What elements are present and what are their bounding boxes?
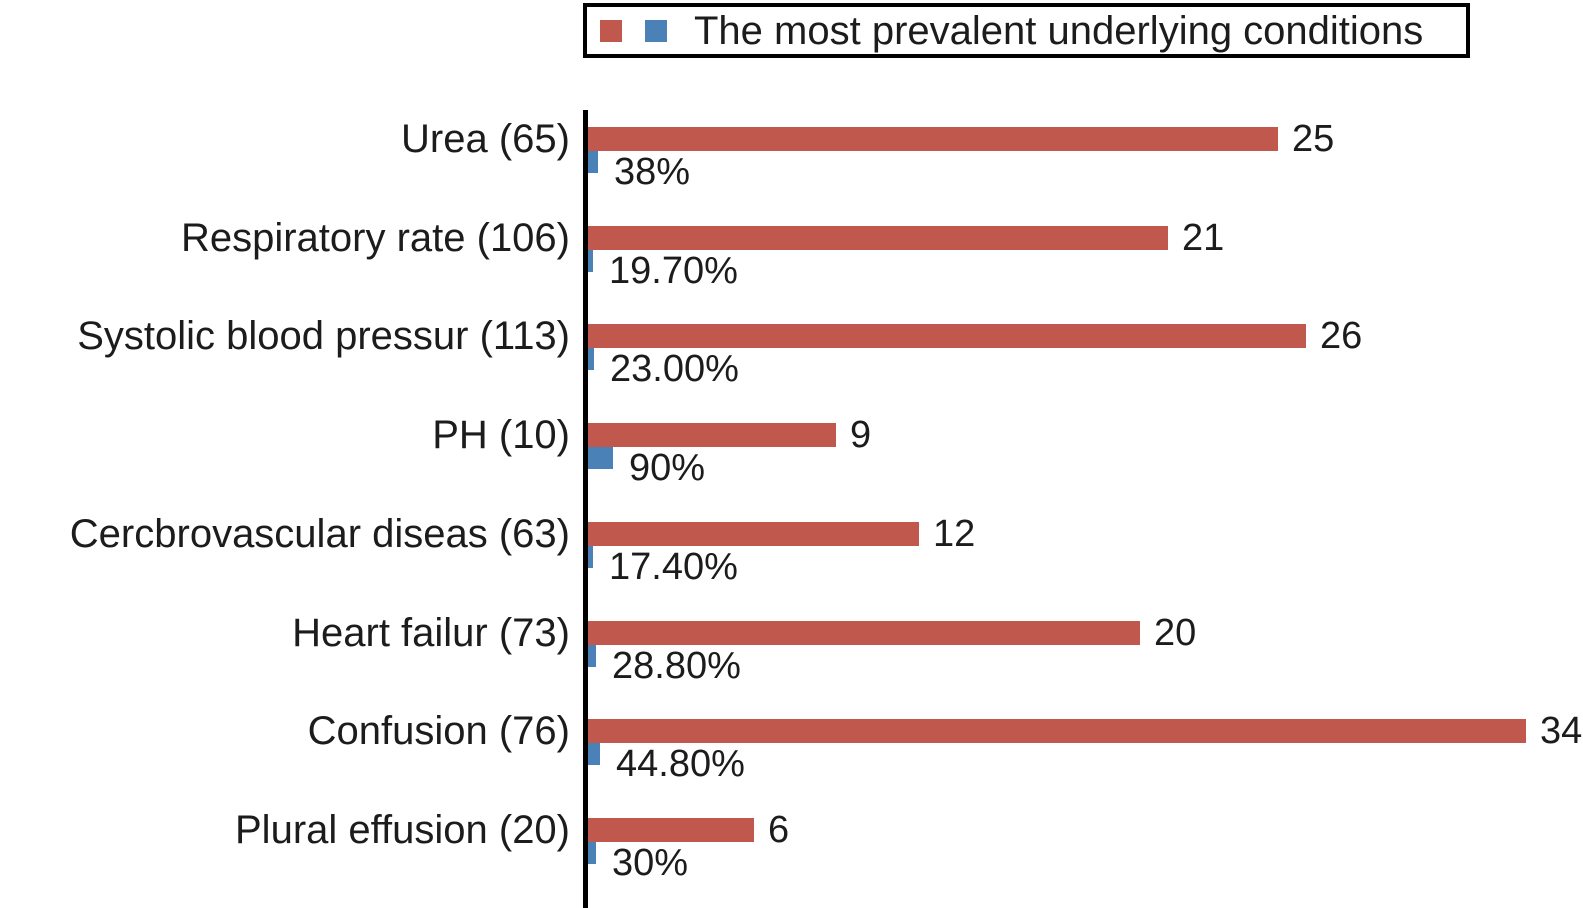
count-bar xyxy=(588,621,1140,645)
category-label: PH (10) xyxy=(432,413,570,457)
count-value-label: 6 xyxy=(768,809,790,851)
count-bar xyxy=(588,127,1278,151)
percentage-value-label: 23.00% xyxy=(610,348,739,390)
count-value-label: 25 xyxy=(1292,118,1335,160)
category-label: Cercbrovascular diseas (63) xyxy=(69,512,570,556)
legend-title: The most prevalent underlying conditions xyxy=(694,8,1424,53)
percentage-bar xyxy=(588,743,600,765)
percentage-value-label: 28.80% xyxy=(612,645,741,687)
percentage-value-label: 38% xyxy=(614,151,691,193)
percentage-bar xyxy=(588,250,593,272)
percentage-bar xyxy=(588,151,598,173)
category-label: Urea (65) xyxy=(401,117,570,161)
count-bar xyxy=(588,324,1306,348)
count-bar xyxy=(588,818,754,842)
percentage-bar xyxy=(588,546,593,568)
count-value-label: 34 xyxy=(1540,710,1583,752)
count-value-label: 20 xyxy=(1154,612,1197,654)
legend: The most prevalent underlying conditions xyxy=(583,3,1470,58)
percentage-bar xyxy=(588,842,596,864)
count-value-label: 26 xyxy=(1320,315,1363,357)
percentage-value-label: 30% xyxy=(612,842,689,884)
count-value-label: 12 xyxy=(933,513,976,555)
category-label: Plural effusion (20) xyxy=(235,808,570,852)
count-bar xyxy=(588,423,836,447)
percentage-bar xyxy=(588,447,613,469)
percentage-value-label: 90% xyxy=(629,447,706,489)
count-value-label: 21 xyxy=(1182,217,1225,259)
percentage-bar xyxy=(588,645,596,667)
percentage-value-label: 17.40% xyxy=(609,546,738,588)
category-label: Systolic blood pressur (113) xyxy=(77,314,570,358)
legend-count-marker-icon xyxy=(600,19,622,42)
legend-percentage-marker-icon xyxy=(645,19,667,42)
count-value-label: 9 xyxy=(850,414,872,456)
percentage-value-label: 19.70% xyxy=(609,250,738,292)
count-bar xyxy=(588,522,919,546)
count-bar xyxy=(588,226,1168,250)
category-label: Respiratory rate (106) xyxy=(180,216,570,260)
percentage-value-label: 44.80% xyxy=(616,743,745,785)
y-axis-line xyxy=(583,110,588,908)
count-bar xyxy=(588,719,1526,743)
percentage-bar xyxy=(588,348,594,370)
category-label: Heart failur (73) xyxy=(292,611,570,655)
category-label: Confusion (76) xyxy=(307,709,570,753)
